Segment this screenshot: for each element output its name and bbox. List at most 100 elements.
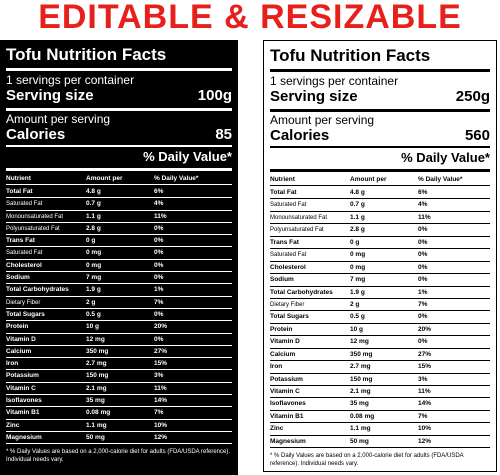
servings-per-container: 1 servings per container — [6, 73, 135, 87]
divider-thick — [6, 108, 232, 111]
nutrient-daily-value: 7% — [418, 412, 428, 420]
divider-thick — [270, 109, 490, 112]
nutrient-name: Polyunsaturated Fat — [270, 227, 324, 234]
nutrient-amount: 35 mg — [86, 397, 105, 405]
nutrient-amount: 1.1 g — [86, 212, 101, 220]
nutrient-amount: 4.8 g — [350, 189, 365, 196]
table-row: Isoflavones 35 mg 14% — [270, 398, 490, 411]
table-row: Calcium 350 mg 27% — [6, 346, 232, 359]
nutrient-daily-value: 0% — [418, 238, 428, 246]
nutrient-daily-value: 3% — [418, 375, 428, 383]
nutrient-amount: 2.1 mg — [350, 388, 371, 395]
nutrient-amount: 10 g — [350, 325, 364, 333]
nutrient-name: Calcium — [6, 347, 32, 355]
table-row: Dietary Fiber 2 g 7% — [270, 299, 490, 312]
nutrient-daily-value: 14% — [154, 397, 168, 405]
nutrient-daily-value: 11% — [154, 212, 167, 220]
nutrient-name: Trans Fat — [6, 237, 35, 245]
column-headers: Nutrient Amount per % Daily Value* — [270, 174, 490, 185]
nutrient-amount: 1.1 mg — [350, 425, 371, 433]
nutrient-amount: 0 g — [86, 237, 96, 245]
nutrient-daily-value: 7% — [418, 300, 428, 308]
divider-medium — [270, 146, 490, 148]
nutrient-daily-value: 11% — [418, 388, 431, 395]
divider-thick — [270, 169, 490, 172]
calories-value: 85 — [215, 126, 232, 143]
table-row: Polyunsaturated Fat 2.8 g 0% — [6, 223, 232, 236]
calories-row: Calories 85 — [6, 126, 232, 143]
nutrient-daily-value: 3% — [154, 372, 164, 380]
calories-value: 560 — [464, 127, 490, 144]
nutrient-daily-value: 0% — [418, 276, 428, 284]
nutrient-daily-value: 6% — [418, 189, 428, 196]
table-row: Iron 2.7 mg 15% — [6, 358, 232, 371]
table-row: Zinc 1.1 mg 10% — [6, 420, 232, 432]
nutrient-name: Zinc — [270, 425, 284, 433]
nutrient-amount: 2.8 g — [350, 226, 365, 234]
nutrient-name: Protein — [270, 325, 293, 333]
nutrient-name: Vitamin B1 — [270, 412, 304, 420]
nutrient-name: Sodium — [6, 274, 30, 282]
nutrient-daily-value: 12% — [418, 437, 432, 445]
divider-medium — [6, 145, 232, 147]
nutrient-daily-value: 7% — [154, 298, 164, 306]
table-row: Total Carbohydrates 1.9 g 1% — [270, 287, 490, 299]
footnote: * % Daily Values are based on a 2,000-ca… — [270, 453, 464, 468]
nutrient-amount: 350 mg — [350, 350, 373, 358]
table-row: Magnesium 50 mg 12% — [270, 436, 490, 449]
table-row: Potassium 150 mg 3% — [270, 374, 490, 386]
nutrient-amount: 7 mg — [86, 274, 102, 282]
divider-thin — [6, 184, 232, 185]
nutrient-daily-value: 7% — [154, 409, 164, 417]
col-nutrient: Nutrient — [270, 176, 295, 183]
nutrient-amount: 0.7 g — [350, 201, 365, 209]
daily-value-header: % Daily Value* — [401, 150, 490, 165]
nutrient-daily-value: 6% — [154, 188, 164, 195]
nutrient-amount: 0.5 g — [350, 313, 365, 321]
nutrient-name: Saturated Fat — [270, 252, 307, 259]
nutrient-amount: 0 g — [350, 238, 360, 246]
nutrient-daily-value: 4% — [418, 201, 428, 209]
serving-size-row: Serving size 250g — [270, 88, 490, 106]
table-row: Sodium 7 mg 0% — [270, 274, 490, 287]
table-row: Cholesterol 0 mg 0% — [6, 260, 232, 273]
nutrient-daily-value: 0% — [154, 237, 164, 245]
amount-per-serving: Amount per serving — [270, 113, 375, 127]
nutrient-name: Cholesterol — [270, 263, 306, 271]
serving-size-label: Serving size — [6, 87, 94, 104]
nutrient-daily-value: 1% — [154, 286, 164, 294]
table-row: Trans Fat 0 g 0% — [6, 235, 232, 248]
table-row: Saturated Fat 0 mg 0% — [270, 249, 490, 262]
nutrient-name: Total Fat — [6, 188, 33, 195]
nutrient-name: Vitamin D — [270, 338, 300, 346]
nutrient-amount: 1.1 g — [350, 213, 365, 221]
table-row: Calcium 350 mg 27% — [270, 349, 490, 362]
nutrient-amount: 12 mg — [350, 338, 369, 346]
nutrient-amount: 0.5 g — [86, 310, 101, 318]
nutrient-amount: 2.1 mg — [86, 384, 107, 392]
column-headers: Nutrient Amount per % Daily Value* — [6, 173, 232, 184]
nutrient-daily-value: 15% — [418, 363, 432, 371]
table-row: Zinc 1.1 mg 10% — [270, 423, 490, 436]
nutrient-name: Vitamin B1 — [6, 409, 40, 417]
headline: EDITABLE & RESIZABLE — [38, 0, 462, 36]
table-row: Polyunsaturated Fat 2.8 g 0% — [270, 224, 490, 237]
table-row: Vitamin C 2.1 mg 11% — [6, 383, 232, 396]
nutrient-daily-value: 0% — [418, 338, 428, 346]
nutrient-name: Isoflavones — [270, 400, 306, 408]
table-row: Vitamin D 12 mg 0% — [270, 336, 490, 349]
nutrient-daily-value: 0% — [418, 226, 428, 234]
table-row: Saturated Fat 0.7 g 4% — [270, 199, 490, 212]
nutrient-amount: 0.08 mg — [86, 409, 111, 417]
nutrient-daily-value: 20% — [154, 323, 168, 331]
nutrient-daily-value: 0% — [418, 313, 428, 321]
nutrient-amount: 12 mg — [86, 335, 105, 343]
nutrient-amount: 2.7 mg — [350, 363, 371, 371]
table-row: Iron 2.7 mg 15% — [270, 361, 490, 374]
nutrient-amount: 7 mg — [350, 276, 366, 284]
serving-size-value: 100g — [197, 87, 232, 104]
table-row: Protein 10 g 20% — [270, 324, 490, 337]
table-row: Cholesterol 0 mg 0% — [270, 262, 490, 275]
col-amount: Amount per — [350, 176, 387, 183]
calories-label: Calories — [6, 126, 66, 143]
